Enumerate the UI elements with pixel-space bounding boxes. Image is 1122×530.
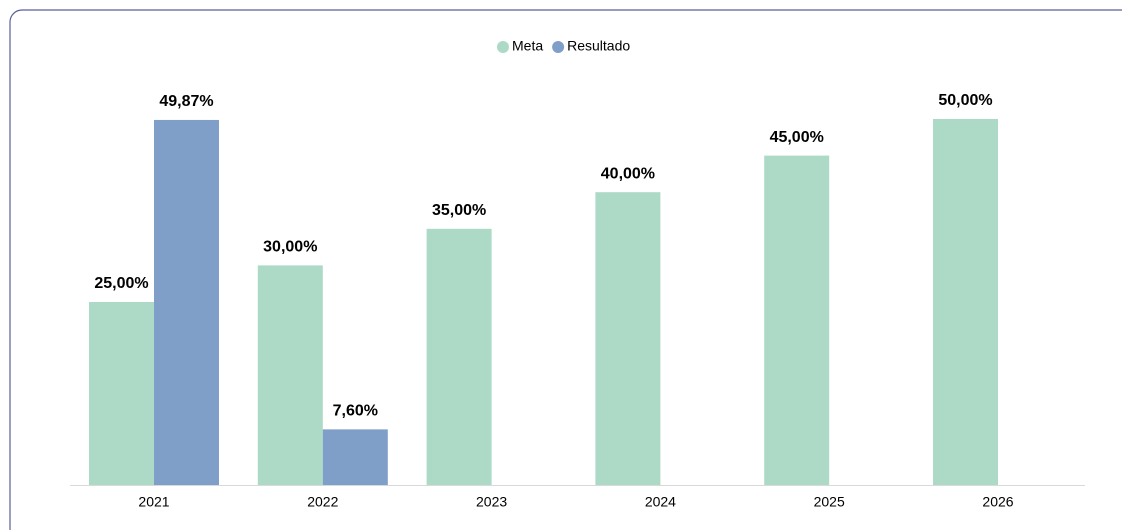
bar [933,119,998,485]
data-label: 25,00% [94,275,148,292]
bar [595,192,661,485]
legend-label: Meta [512,38,543,54]
legend-swatch [497,41,509,53]
x-tick-label: 2025 [814,494,845,510]
x-tick-label: 2024 [645,494,676,510]
legend-swatch [552,41,565,53]
bar [257,265,323,485]
data-label: 35,00% [432,202,486,219]
x-tick-label: 2022 [307,494,338,510]
bar [426,228,492,486]
x-tick-label: 2023 [476,494,507,510]
data-label: 7,60% [333,403,378,420]
bar [154,119,219,485]
data-label: 40,00% [601,165,655,182]
data-label: 30,00% [263,239,317,256]
bar [89,302,154,485]
x-tick-label: 2026 [982,494,1013,510]
x-tick-label: 2021 [138,494,169,510]
data-label: 45,00% [770,129,824,146]
bar [764,155,830,485]
data-label: 49,87% [159,93,213,110]
legend-label: Resultado [567,38,630,54]
data-label: 50,00% [938,92,992,109]
bar [322,429,388,485]
